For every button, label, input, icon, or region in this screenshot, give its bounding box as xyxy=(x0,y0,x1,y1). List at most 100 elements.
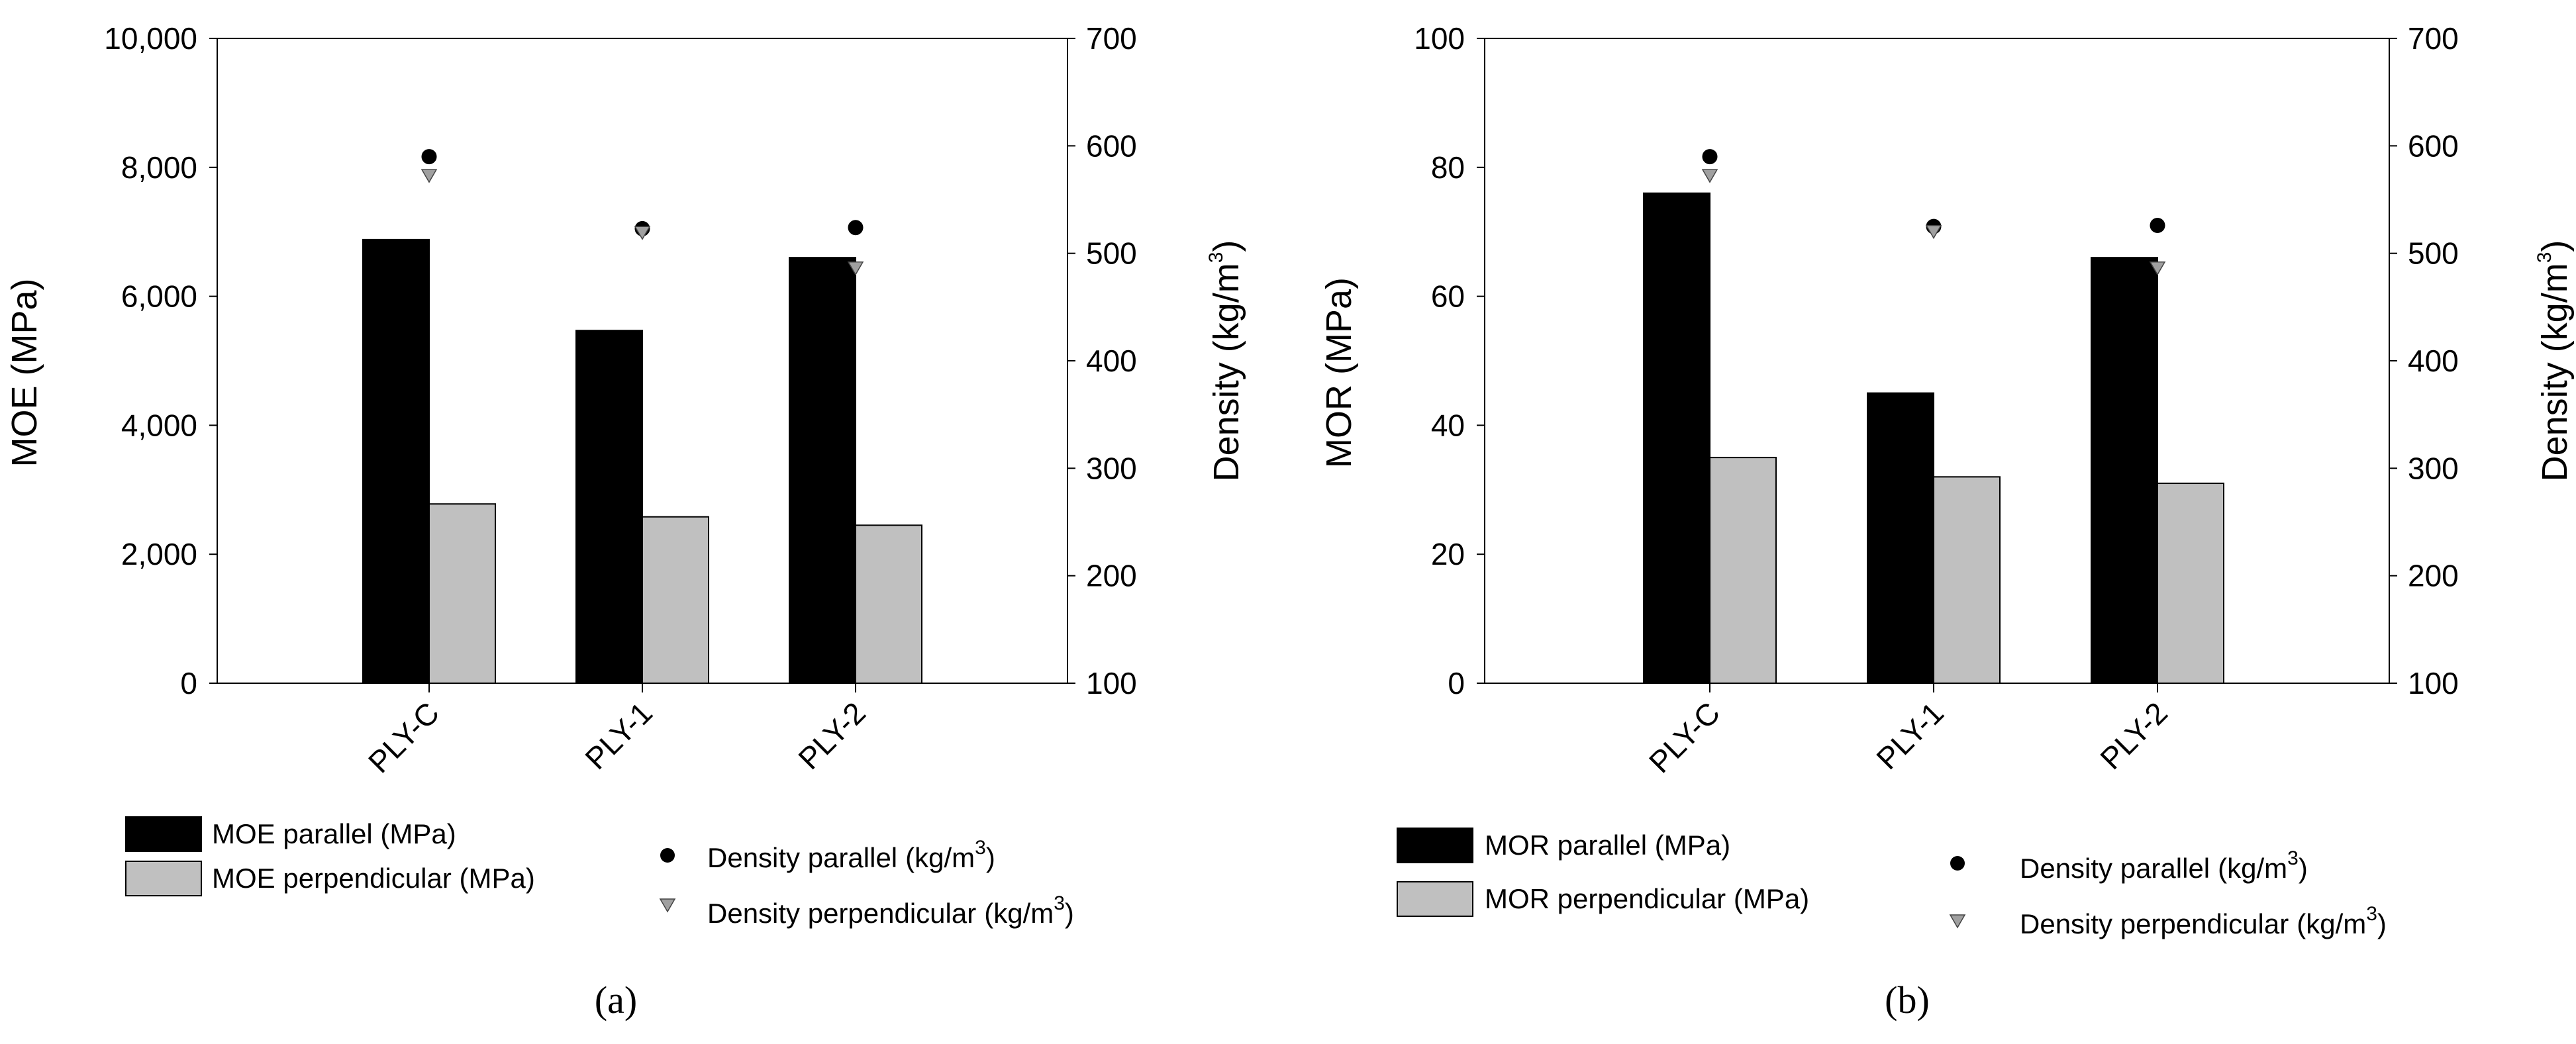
legend-density-exp: 3 xyxy=(1054,892,1065,914)
y2-tick-label: 300 xyxy=(2408,451,2459,485)
y2-tick-label: 300 xyxy=(1086,451,1137,485)
legend-label-density-parallel: Density parallel (kg/m3) xyxy=(2020,847,2308,884)
density-parallel-point xyxy=(2150,217,2165,233)
y2-tick-label: 100 xyxy=(2408,666,2459,700)
legend-density-unit: (kg/m xyxy=(905,842,975,873)
y2-tick-label: 500 xyxy=(2408,236,2459,271)
legend-density-unit: (kg/m xyxy=(2297,908,2366,939)
y-tick-label: 20 xyxy=(1431,537,1465,571)
legend-swatch-perpendicular xyxy=(125,861,202,896)
y2-tick-label: 700 xyxy=(2408,21,2459,56)
y-axis-title: MOR (MPa) xyxy=(1319,277,1359,468)
y-tick-label: 60 xyxy=(1431,279,1465,314)
legend-label-density-parallel: Density parallel (kg/m3) xyxy=(707,837,995,873)
legend-density-unit: (kg/m xyxy=(984,898,1054,929)
y-tick-label: 40 xyxy=(1431,408,1465,442)
legend-label-density-perpendicular: Density perpendicular (kg/m3) xyxy=(2020,903,2387,939)
y2-axis-title-close: ) xyxy=(1207,240,1246,252)
bar-perpendicular xyxy=(428,503,496,685)
density-perpendicular-point xyxy=(2149,261,2166,276)
legend-density-exp: 3 xyxy=(2287,847,2299,869)
legend-density-close: ) xyxy=(2299,853,2308,884)
density-perpendicular-point xyxy=(1701,169,1718,183)
x-tick-label: PLY-C xyxy=(362,695,446,779)
y-tick-label: 100 xyxy=(1414,21,1465,56)
y2-axis-title-exp: 3 xyxy=(1205,252,1227,263)
legend-density-close: ) xyxy=(2377,908,2387,939)
legend-label-perpendicular: MOR perpendicular (MPa) xyxy=(1485,883,1809,914)
legend-density-name: Density parallel xyxy=(2020,853,2210,884)
y2-tick-label: 700 xyxy=(1086,21,1137,56)
legend-density-exp: 3 xyxy=(2366,903,2377,925)
y2-tick-label: 400 xyxy=(2408,344,2459,378)
x-tick-label: PLY-1 xyxy=(578,695,659,776)
legend-swatch-parallel xyxy=(125,816,202,852)
legend-marker-density-perpendicular xyxy=(1949,914,1966,929)
y-tick-label: 2,000 xyxy=(121,537,197,571)
legend-density-name: Density perpendicular xyxy=(707,898,976,929)
bar-perpendicular xyxy=(642,516,709,685)
density-perpendicular-point xyxy=(421,169,438,183)
density-perpendicular-point xyxy=(1925,224,1942,240)
bar-perpendicular xyxy=(1933,476,2001,684)
y2-axis-title: Density (kg/m3) xyxy=(1205,240,1246,482)
x-tick-label: PLY-2 xyxy=(791,695,872,776)
bar-parallel xyxy=(1643,192,1710,684)
y2-axis-title-exp: 3 xyxy=(2534,252,2555,263)
y-tick-label: 4,000 xyxy=(121,408,197,442)
y2-axis-title-close: ) xyxy=(2535,240,2575,252)
density-parallel-point xyxy=(848,220,864,236)
bar-parallel xyxy=(1867,392,1934,684)
y-axis-title: MOE (MPa) xyxy=(5,278,44,467)
legend-marker-density-parallel xyxy=(1950,856,1965,871)
legend-label-parallel: MOR parallel (MPa) xyxy=(1485,830,1730,861)
bar-perpendicular xyxy=(1709,457,1777,684)
density-perpendicular-point xyxy=(847,261,864,276)
legend-density-name: Density parallel xyxy=(707,842,897,873)
y2-axis-title: Density (kg/m3) xyxy=(2534,240,2575,482)
y-tick-label: 80 xyxy=(1431,150,1465,185)
legend-swatch-perpendicular xyxy=(1397,881,1473,917)
legend-marker-density-parallel xyxy=(660,848,675,863)
y-tick-label: 0 xyxy=(1448,666,1465,700)
panel-label: (b) xyxy=(1885,978,1930,1021)
legend-density-exp: 3 xyxy=(975,837,986,859)
y-tick-label: 0 xyxy=(180,666,197,700)
legend-label-density-perpendicular: Density perpendicular (kg/m3) xyxy=(707,892,1074,929)
legend-density-close: ) xyxy=(986,842,995,873)
y2-axis-title-main: Density (kg/m xyxy=(1207,263,1246,481)
y2-tick-label: 200 xyxy=(1086,559,1137,593)
legend-swatch-parallel xyxy=(1397,828,1473,863)
y2-axis-title-main: Density (kg/m xyxy=(2535,263,2575,481)
y2-axis-title-text: Density (kg/m3) xyxy=(2534,240,2575,482)
y-tick-label: 6,000 xyxy=(121,279,197,314)
y2-tick-label: 600 xyxy=(2408,128,2459,163)
density-parallel-point xyxy=(1702,149,1718,165)
y-tick-label: 8,000 xyxy=(121,150,197,185)
panel-label: (a) xyxy=(595,978,637,1021)
bar-parallel xyxy=(362,238,430,684)
bar-perpendicular xyxy=(2157,483,2224,684)
y-tick-label: 10,000 xyxy=(104,21,197,56)
y2-tick-label: 500 xyxy=(1086,236,1137,271)
y2-tick-label: 100 xyxy=(1086,666,1137,700)
legend-density-unit: (kg/m xyxy=(2218,853,2287,884)
bar-parallel xyxy=(2091,257,2158,685)
bar-parallel xyxy=(575,330,643,684)
y2-tick-label: 600 xyxy=(1086,128,1137,163)
y2-tick-label: 400 xyxy=(1086,344,1137,378)
y2-axis-title-text: Density (kg/m3) xyxy=(1205,240,1246,482)
legend-density-close: ) xyxy=(1065,898,1074,929)
x-tick-label: PLY-C xyxy=(1642,695,1726,779)
legend-label-perpendicular: MOE perpendicular (MPa) xyxy=(212,863,535,894)
density-parallel-point xyxy=(421,149,437,165)
density-perpendicular-point xyxy=(634,226,651,240)
x-tick-label: PLY-2 xyxy=(2093,695,2174,776)
bar-perpendicular xyxy=(855,524,922,684)
bar-parallel xyxy=(789,257,856,685)
y2-tick-label: 200 xyxy=(2408,559,2459,593)
legend-density-name: Density perpendicular xyxy=(2020,908,2289,939)
legend-label-parallel: MOE parallel (MPa) xyxy=(212,818,456,849)
legend-marker-density-perpendicular xyxy=(659,898,676,913)
